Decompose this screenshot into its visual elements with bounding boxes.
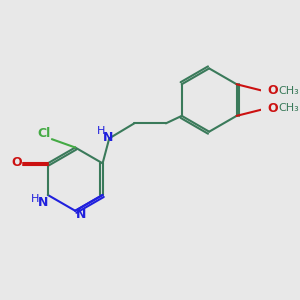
Text: N: N bbox=[102, 131, 113, 144]
Text: H: H bbox=[31, 194, 40, 204]
Text: CH₃: CH₃ bbox=[278, 103, 299, 113]
Text: N: N bbox=[38, 196, 48, 209]
Text: H: H bbox=[97, 126, 105, 136]
Text: N: N bbox=[76, 208, 86, 221]
Text: Cl: Cl bbox=[38, 127, 51, 140]
Text: CH₃: CH₃ bbox=[278, 86, 299, 96]
Text: O: O bbox=[12, 156, 22, 169]
Text: O: O bbox=[267, 84, 278, 98]
Text: O: O bbox=[267, 102, 278, 115]
